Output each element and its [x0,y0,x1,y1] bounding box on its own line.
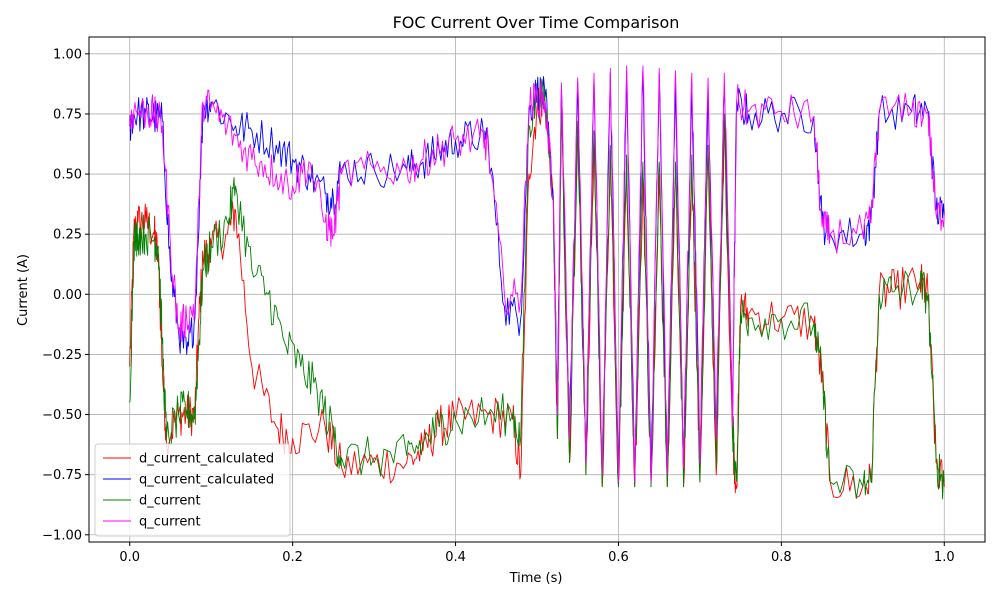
y-tick-label: 0.50 [53,168,82,183]
legend-label: q_current_calculated [139,473,274,488]
series-layer [129,65,945,500]
y-tick-label: −0.75 [42,468,82,483]
y-tick-label: 0.75 [53,107,82,122]
legend-box [94,443,291,537]
legend-label: d_current [139,494,201,509]
chart-title: FOC Current Over Time Comparison [393,13,680,32]
y-axis-label: Current (A) [16,254,31,326]
x-tick-label: 1.0 [934,550,955,565]
y-tick-label: 0.25 [53,228,82,243]
x-tick-label: 0.6 [608,550,629,565]
y-axis: 1.00 0.75 0.50 0.25 0.00 −0.25 −0.50 −0.75 −1.00 [42,47,89,543]
series-line-q_current [129,65,945,483]
y-tick-label: 0.00 [53,288,82,303]
y-tick-label: −0.50 [42,408,82,423]
x-axis-label: Time (s) [509,571,563,586]
y-tick-label: 1.00 [53,47,82,62]
x-tick-label: 0.4 [445,550,466,565]
y-tick-label: −1.00 [42,528,82,543]
x-axis: 0.0 0.2 0.4 0.6 0.8 1.0 [119,542,955,565]
plot-border [88,36,986,543]
x-tick-label: 0.0 [119,550,140,565]
y-tick-label: −0.25 [42,348,82,363]
legend-label: q_current [139,515,201,530]
x-tick-label: 0.2 [282,550,303,565]
legend-label: d_current_calculated [139,452,274,467]
x-tick-label: 0.8 [771,550,792,565]
legend: d_current_calculated q_current_calculated… [94,443,291,537]
